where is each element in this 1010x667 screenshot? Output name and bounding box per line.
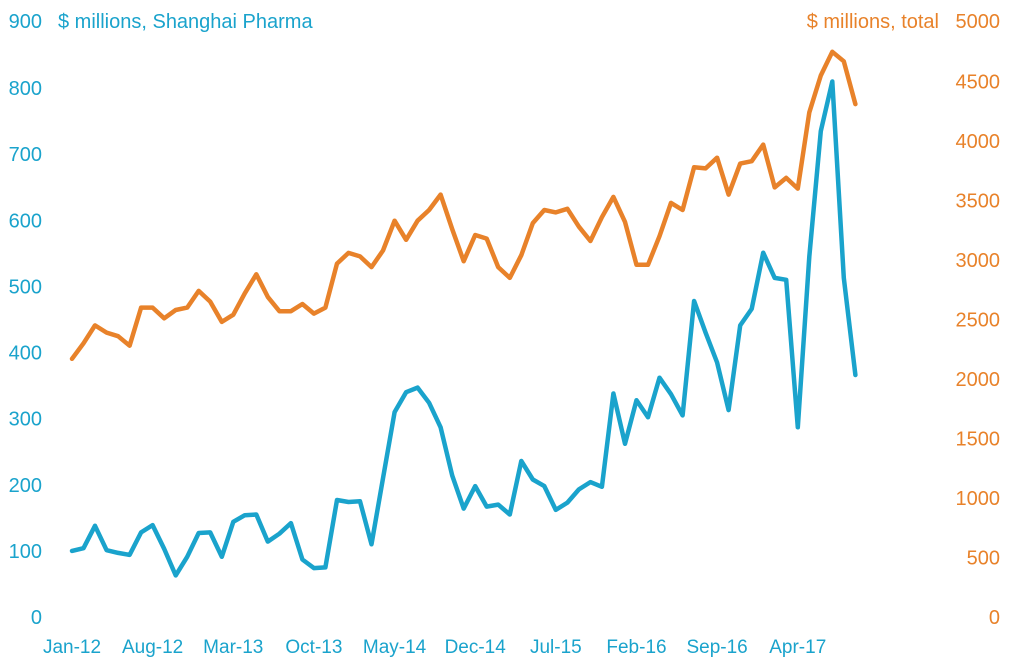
y-axis-right-label: $ millions, total: [807, 11, 939, 33]
x-tick-label: Mar-13: [203, 637, 263, 658]
y-left-tick-label: 500: [9, 276, 42, 298]
y-left-tick-label: 0: [31, 607, 42, 629]
x-tick-label: Apr-17: [769, 637, 826, 658]
y-left-tick-label: 300: [9, 409, 42, 431]
y-right-tick-label: 4500: [956, 72, 1001, 94]
y-right-tick-label: 2500: [956, 310, 1001, 332]
x-tick-label: Oct-13: [285, 637, 342, 658]
y-left-tick-label: 700: [9, 144, 42, 166]
y-right-tick-label: 3000: [956, 250, 1001, 272]
y-right-tick-label: 1000: [956, 488, 1001, 510]
y-right-tick-label: 1500: [956, 429, 1001, 451]
y-left-tick-label: 200: [9, 475, 42, 497]
x-tick-label: Feb-16: [606, 637, 666, 658]
y-left-tick-label: 400: [9, 343, 42, 365]
series-line-total: [69, 49, 858, 362]
x-tick-label: Jan-12: [43, 637, 101, 658]
x-axis-ticks: Jan-12 Aug-12 Mar-13 Oct-13 May-14 Dec-14 Jul-…: [43, 637, 826, 658]
y-right-tick-label: 3500: [956, 191, 1001, 213]
y-axis-right-ticks: 0 500 1000 1500 2000 2500 3000 3500 4000 4500 5000: [956, 11, 1001, 629]
y-right-tick-label: 500: [967, 548, 1000, 570]
series-lines: [69, 49, 858, 578]
x-tick-label: May-14: [363, 637, 427, 658]
y-axis-left-ticks: 0 100 200 300 400 500 600 700 800 900: [9, 11, 42, 629]
x-tick-label: Sep-16: [686, 637, 747, 658]
y-right-tick-label: 2000: [956, 369, 1001, 391]
y-right-tick-label: 4000: [956, 131, 1001, 153]
x-tick-label: Aug-12: [122, 637, 183, 658]
y-left-tick-label: 600: [9, 210, 42, 232]
x-tick-label: Jul-15: [530, 637, 582, 658]
y-axis-left-label: $ millions, Shanghai Pharma: [58, 11, 313, 33]
series-line-shanghai-pharma: [69, 79, 858, 578]
y-left-tick-label: 100: [9, 541, 42, 563]
y-left-tick-label: 800: [9, 78, 42, 100]
y-right-tick-label: 5000: [956, 11, 1001, 33]
y-left-tick-label: 900: [9, 11, 42, 33]
y-right-tick-label: 0: [989, 607, 1000, 629]
x-tick-label: Dec-14: [445, 637, 507, 658]
